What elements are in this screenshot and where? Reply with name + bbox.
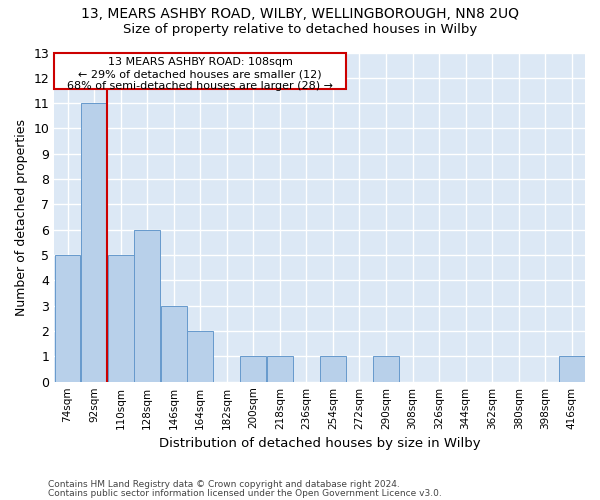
Bar <box>55 255 80 382</box>
Bar <box>108 255 134 382</box>
Bar <box>134 230 160 382</box>
X-axis label: Distribution of detached houses by size in Wilby: Distribution of detached houses by size … <box>159 437 481 450</box>
Bar <box>241 356 266 382</box>
Bar <box>267 356 293 382</box>
Bar <box>559 356 584 382</box>
Text: 13, MEARS ASHBY ROAD, WILBY, WELLINGBOROUGH, NN8 2UQ: 13, MEARS ASHBY ROAD, WILBY, WELLINGBORO… <box>81 8 519 22</box>
Text: Size of property relative to detached houses in Wilby: Size of property relative to detached ho… <box>123 22 477 36</box>
Bar <box>187 331 213 382</box>
Bar <box>320 356 346 382</box>
Bar <box>81 103 107 382</box>
Text: Contains HM Land Registry data © Crown copyright and database right 2024.: Contains HM Land Registry data © Crown c… <box>48 480 400 489</box>
Text: ← 29% of detached houses are smaller (12): ← 29% of detached houses are smaller (12… <box>79 69 322 79</box>
Text: 13 MEARS ASHBY ROAD: 108sqm: 13 MEARS ASHBY ROAD: 108sqm <box>108 57 293 67</box>
Bar <box>161 306 187 382</box>
Text: 68% of semi-detached houses are larger (28) →: 68% of semi-detached houses are larger (… <box>67 82 333 92</box>
Text: Contains public sector information licensed under the Open Government Licence v3: Contains public sector information licen… <box>48 488 442 498</box>
Y-axis label: Number of detached properties: Number of detached properties <box>15 118 28 316</box>
FancyBboxPatch shape <box>54 52 346 89</box>
Bar <box>373 356 399 382</box>
